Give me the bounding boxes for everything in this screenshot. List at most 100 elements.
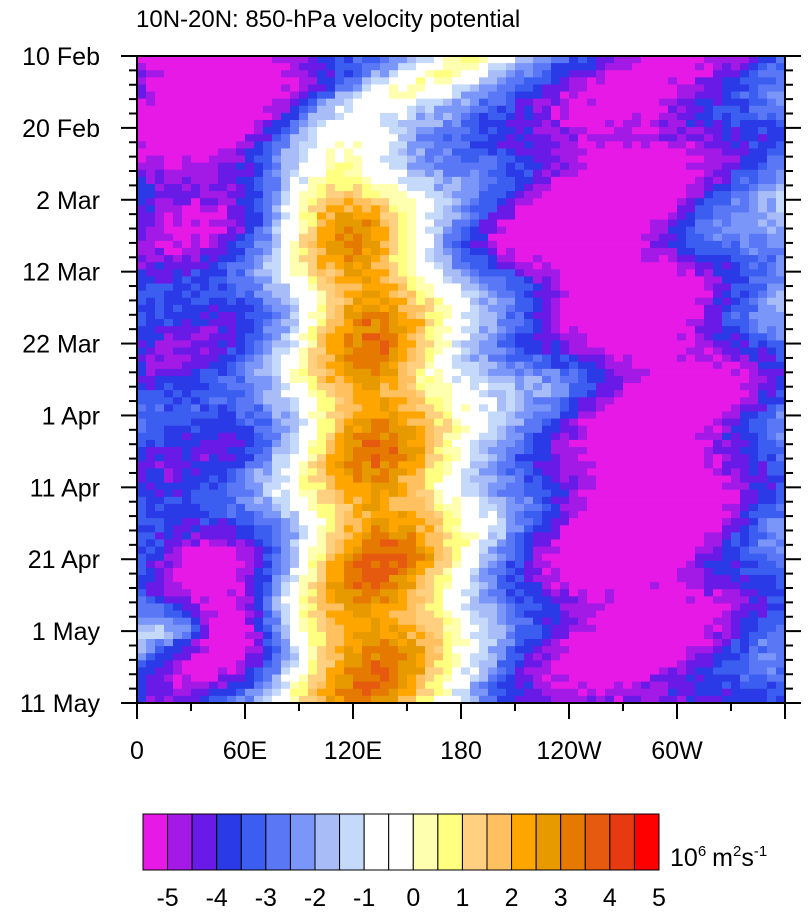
field-cell [272,297,282,306]
field-cell [227,304,237,313]
field-cell [236,439,246,448]
field-cell [245,240,255,249]
field-cell [767,84,777,93]
field-cell [578,447,588,455]
field-cell [713,283,723,292]
field-cell [587,276,597,285]
field-cell [434,169,444,178]
field-cell [668,447,678,455]
field-cell [425,539,435,548]
field-cell [317,546,327,555]
field-cell [776,134,786,142]
field-cell [182,134,192,142]
field-cell [182,84,192,93]
field-cell [254,56,264,64]
field-cell [452,368,462,377]
field-cell [524,84,534,93]
field-cell [569,141,579,150]
field-cell [641,418,651,427]
field-cell [497,447,507,455]
field-cell [182,155,192,164]
field-cell [614,112,624,121]
field-cell [731,212,741,221]
field-cell [209,247,219,256]
field-cell [254,503,264,512]
field-cell [380,134,390,142]
field-cell [551,205,561,214]
field-cell [398,511,408,519]
field-cell [236,127,246,135]
field-cell [578,375,588,384]
field-cell [425,518,435,526]
field-cell [569,468,579,477]
field-cell [695,247,705,256]
field-cell [488,475,498,484]
field-cell [191,503,201,512]
field-cell [380,141,390,150]
field-cell [497,205,507,214]
field-cell [245,532,255,541]
field-cell [686,447,696,455]
field-cell [497,63,507,71]
field-cell [560,475,570,484]
field-cell [767,56,777,64]
field-cell [389,77,399,86]
field-cell [398,70,408,78]
field-cell [191,496,201,505]
field-cell [767,361,777,370]
field-cell [767,468,777,477]
field-cell [380,482,390,491]
field-cell [659,454,669,462]
field-cell [587,183,597,192]
field-cell [218,518,228,526]
field-cell [668,155,678,164]
field-cell [596,397,606,405]
field-cell [758,518,768,526]
field-cell [758,119,768,128]
field-cell [425,439,435,448]
field-cell [461,461,471,469]
field-cell [713,319,723,327]
field-cell [434,262,444,270]
field-cell [542,198,552,206]
field-cell [587,226,597,235]
field-cell [659,354,669,363]
field-cell [587,176,597,185]
field-cell [596,375,606,384]
field-cell [623,475,633,484]
field-cell [677,368,687,377]
field-cell [407,319,417,327]
field-cell [425,148,435,157]
field-cell [281,98,291,107]
field-cell [776,447,786,455]
field-cell [677,98,687,107]
field-cell [389,148,399,157]
field-cell [677,503,687,512]
field-cell [371,503,381,512]
field-cell [695,240,705,249]
field-cell [443,475,453,484]
field-cell [452,511,462,519]
field-cell [731,468,741,477]
field-cell [272,176,282,185]
field-cell [506,169,516,178]
field-cell [587,461,597,469]
field-cell [344,240,354,249]
field-cell [623,525,633,533]
field-cell [605,468,615,477]
field-cell [290,247,300,256]
field-cell [353,247,363,256]
field-cell [290,112,300,121]
field-cell [659,468,669,477]
field-cell [722,191,732,199]
field-cell [515,468,525,477]
field-cell [344,134,354,142]
field-cell [263,255,273,263]
field-cell [740,411,750,420]
field-cell [695,276,705,285]
field-cell [758,77,768,86]
field-cell [218,91,228,100]
field-cell [182,269,192,278]
field-cell [614,77,624,86]
field-cell [632,176,642,185]
